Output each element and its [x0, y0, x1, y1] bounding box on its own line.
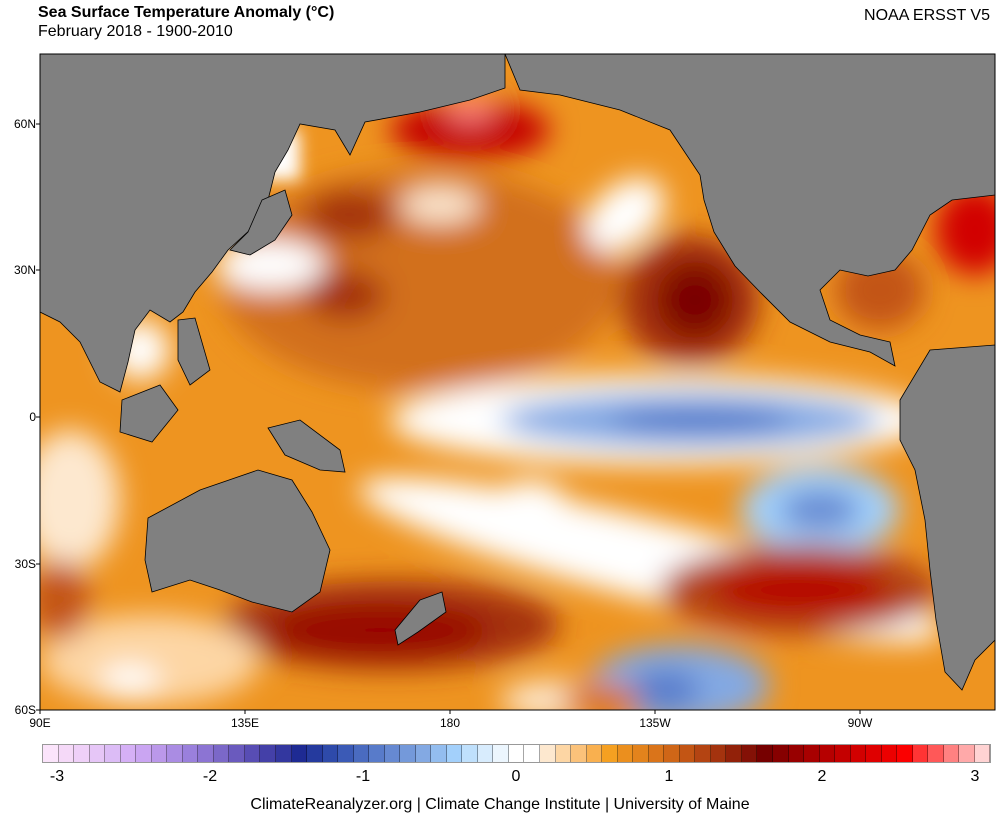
colorbar-cell: [648, 745, 665, 762]
colorbar-cell: [291, 745, 308, 762]
colorbar-cell: [307, 745, 323, 762]
axis-ticks: [36, 123, 861, 714]
colorbar-cell: [74, 745, 90, 762]
land-asia: [40, 54, 506, 393]
colorbar-cell: [664, 745, 680, 762]
colorbar-cell: [244, 745, 261, 762]
lat-label: 60S: [14, 703, 36, 717]
lat-label: 30N: [13, 263, 36, 277]
credits-footer: ClimateReanalyzer.org | Climate Change I…: [250, 796, 750, 813]
colorbar-cell: [182, 745, 199, 762]
dataset-label: NOAA ERSST V5: [864, 7, 990, 24]
land-north-america: [504, 54, 995, 367]
colorbar-cell: [788, 745, 805, 762]
map-subtitle: February 2018 - 1900-2010: [38, 23, 233, 40]
colorbar-cell: [338, 745, 354, 762]
colorbar-cell: [741, 745, 758, 762]
colorbar-cell: [710, 745, 727, 762]
colorbar-cell: [912, 745, 929, 762]
colorbar-cell: [928, 745, 944, 762]
colorbar-cell: [369, 745, 385, 762]
colorbar-tick-label: 1: [664, 768, 674, 785]
colorbar-cell: [897, 745, 913, 762]
colorbar-cell: [446, 745, 463, 762]
colorbar-cell: [540, 745, 556, 762]
colorbar-tick-label: 2: [817, 768, 827, 785]
land-philippines: [177, 317, 211, 386]
colorbar-cell: [586, 745, 603, 762]
colorbar-cell: [136, 745, 152, 762]
colorbar-cell: [353, 745, 370, 762]
lon-label: 90E: [29, 716, 51, 730]
colorbar-cell: [819, 745, 836, 762]
colorbar-tick-label: -3: [49, 768, 65, 785]
colorbar-cell: [881, 745, 898, 762]
lat-label: 60N: [13, 117, 36, 131]
colorbar-cell: [943, 745, 960, 762]
colorbar-tick-label: -1: [355, 768, 371, 785]
colorbar-cell: [120, 745, 137, 762]
colorbar-cell: [384, 745, 401, 762]
land-australia: [144, 469, 331, 613]
lon-label: 135E: [230, 716, 260, 730]
colorbar-cell: [400, 745, 416, 762]
land-japan: [229, 189, 293, 256]
colorbar-cell: [617, 745, 634, 762]
colorbar-cell: [804, 745, 820, 762]
colorbar-cell: [726, 745, 742, 762]
colorbar-cell: [695, 745, 711, 762]
colorbar-cell: [89, 745, 106, 762]
colorbar-cell: [524, 745, 540, 762]
colorbar-cell: [679, 745, 696, 762]
colorbar: [42, 744, 991, 763]
colorbar-cell: [462, 745, 478, 762]
colorbar-cell: [633, 745, 649, 762]
colorbar-cell: [508, 745, 525, 762]
colorbar-tick-label: 0: [511, 768, 521, 785]
colorbar-cell: [260, 745, 276, 762]
colorbar-cell: [974, 745, 991, 762]
colorbar-cell: [198, 745, 214, 762]
land-masses: [40, 54, 995, 691]
colorbar-cell: [58, 745, 75, 762]
colorbar-cell: [229, 745, 245, 762]
colorbar-tick-label: -2: [202, 768, 218, 785]
lon-label: 180: [439, 716, 461, 730]
colorbar-cell: [772, 745, 789, 762]
land-new-guinea: [267, 419, 346, 473]
land-south-america: [899, 344, 995, 691]
colorbar-cell: [477, 745, 494, 762]
colorbar-cell: [275, 745, 292, 762]
colorbar-tick-label: 3: [970, 768, 980, 785]
land-borneo: [119, 384, 179, 443]
colorbar-cell: [757, 745, 773, 762]
land-new-zealand: [394, 591, 447, 646]
colorbar-cell: [431, 745, 447, 762]
map-title: Sea Surface Temperature Anomaly (°C): [38, 4, 335, 21]
colorbar-cell: [322, 745, 339, 762]
colorbar-cell: [850, 745, 867, 762]
colorbar-cell: [555, 745, 572, 762]
lat-label: 30S: [14, 557, 36, 571]
colorbar-cell: [43, 745, 59, 762]
colorbar-cell: [105, 745, 121, 762]
colorbar-cell: [167, 745, 183, 762]
colorbar-cell: [151, 745, 168, 762]
colorbar-cell: [415, 745, 432, 762]
lon-label: 90W: [847, 716, 873, 730]
colorbar-cell: [213, 745, 230, 762]
colorbar-cell: [835, 745, 851, 762]
colorbar-cell: [602, 745, 618, 762]
colorbar-cell: [959, 745, 975, 762]
colorbar-cell: [571, 745, 587, 762]
lon-label: 135W: [639, 716, 671, 730]
map-frame: [39, 53, 996, 711]
lat-label: 0: [29, 410, 36, 424]
colorbar-cell: [866, 745, 882, 762]
colorbar-cell: [493, 745, 509, 762]
